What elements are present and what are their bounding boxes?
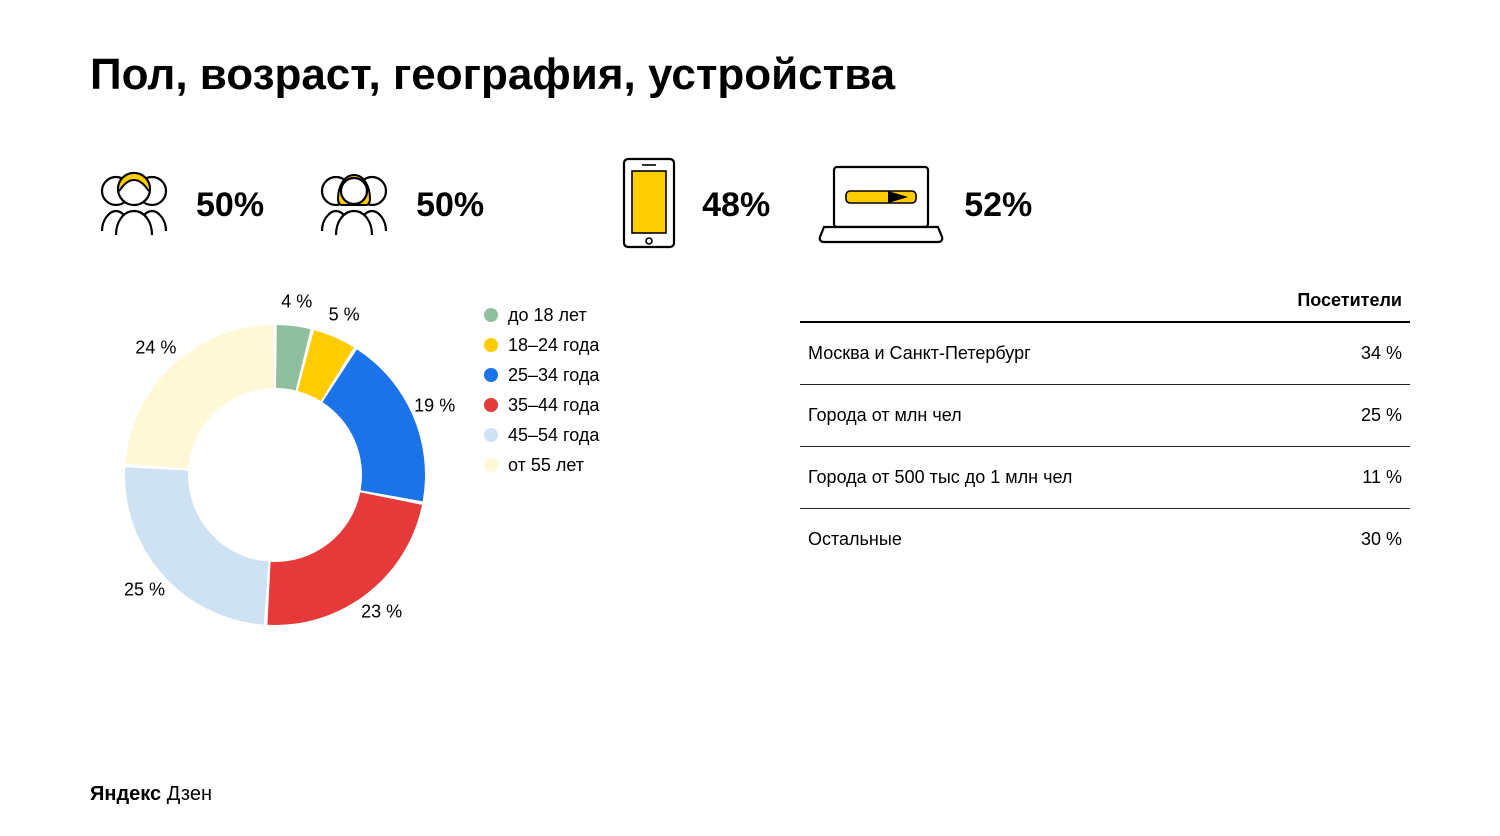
table-row: Москва и Санкт-Петербург 34 %	[800, 321, 1410, 384]
legend-swatch	[484, 398, 498, 412]
age-donut-chart: 4 % 5 % 19 % 23 % 25 % 24 %	[90, 290, 460, 660]
gender-male: 50%	[90, 159, 264, 252]
gender-female: 50%	[310, 159, 484, 252]
top-stats-row: 50% 5	[90, 150, 1410, 260]
donut-segment-label: 25 %	[124, 580, 165, 601]
device-laptop: 52%	[816, 155, 1032, 256]
geo-row-name: Москва и Санкт-Петербург	[808, 343, 1031, 364]
geo-row-value: 34 %	[1361, 343, 1402, 364]
donut-segment-label: 4 %	[281, 292, 312, 313]
legend-label: до 18 лет	[508, 300, 587, 330]
device-mobile: 48%	[614, 155, 770, 256]
legend-item: 45–54 года	[484, 420, 599, 450]
geo-row-value: 25 %	[1361, 405, 1402, 426]
legend-swatch	[484, 368, 498, 382]
legend-item: 25–34 года	[484, 360, 599, 390]
legend-item: от 55 лет	[484, 450, 599, 480]
legend-swatch	[484, 458, 498, 472]
geo-row-value: 30 %	[1361, 529, 1402, 550]
legend-swatch	[484, 428, 498, 442]
bottom-row: 4 % 5 % 19 % 23 % 25 % 24 % до 18 лет18–24 го…	[90, 290, 1410, 660]
table-row: Города от млн чел 25 %	[800, 384, 1410, 446]
legend-label: 45–54 года	[508, 420, 599, 450]
donut-segment-label: 23 %	[361, 602, 402, 623]
mobile-icon	[614, 155, 684, 256]
female-icon	[310, 159, 398, 252]
legend-label: 25–34 года	[508, 360, 599, 390]
legend-item: 35–44 года	[484, 390, 599, 420]
legend-item: 18–24 года	[484, 330, 599, 360]
geo-row-value: 11 %	[1362, 467, 1402, 488]
legend-item: до 18 лет	[484, 300, 599, 330]
age-donut-block: 4 % 5 % 19 % 23 % 25 % 24 % до 18 лет18–24 го…	[90, 290, 599, 660]
geo-row-name: Остальные	[808, 529, 902, 550]
table-row: Остальные 30 %	[800, 508, 1410, 570]
device-mobile-value: 48%	[702, 186, 770, 225]
age-legend: до 18 лет18–24 года25–34 года35–44 года4…	[484, 300, 599, 480]
legend-swatch	[484, 308, 498, 322]
donut-segment-label: 19 %	[414, 395, 455, 416]
male-icon	[90, 159, 178, 252]
legend-label: 35–44 года	[508, 390, 599, 420]
legend-label: 18–24 года	[508, 330, 599, 360]
donut-segment-label: 5 %	[329, 305, 360, 326]
geo-table: Посетители Москва и Санкт-Петербург 34 % Г…	[800, 290, 1410, 570]
legend-label: от 55 лет	[508, 450, 584, 480]
laptop-icon	[816, 155, 946, 256]
footer-brand: Яндекс Дзен	[90, 783, 212, 806]
geo-table-header: Посетители	[1297, 290, 1402, 311]
page-title: Пол, возраст, география, устройства	[90, 50, 1410, 100]
table-row: Города от 500 тыс до 1 млн чел 11 %	[800, 446, 1410, 508]
geo-row-name: Города от 500 тыс до 1 млн чел	[808, 467, 1072, 488]
geo-row-name: Города от млн чел	[808, 405, 962, 426]
gender-male-value: 50%	[196, 186, 264, 225]
legend-swatch	[484, 338, 498, 352]
donut-segment-label: 24 %	[135, 338, 176, 359]
gender-female-value: 50%	[416, 186, 484, 225]
device-laptop-value: 52%	[964, 186, 1032, 225]
